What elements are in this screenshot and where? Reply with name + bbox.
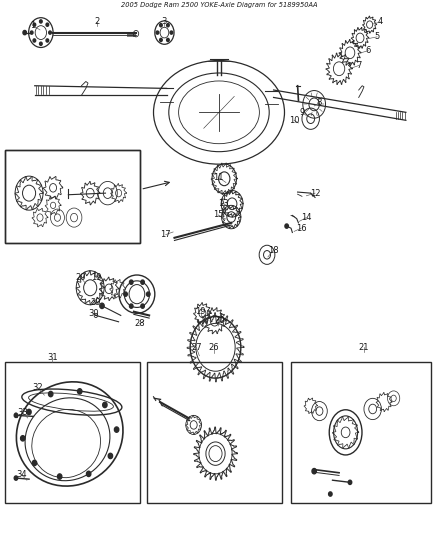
Text: 32: 32	[32, 383, 43, 392]
Text: 18: 18	[268, 246, 279, 255]
Circle shape	[14, 413, 18, 417]
Circle shape	[39, 20, 42, 23]
Text: 20: 20	[215, 316, 225, 325]
Text: 10: 10	[289, 116, 299, 125]
Text: 13: 13	[218, 199, 229, 208]
Bar	[291, 362, 431, 503]
Circle shape	[78, 389, 82, 394]
Circle shape	[108, 453, 113, 458]
Text: 2005 Dodge Ram 2500 YOKE-Axle Diagram for 5189950AA: 2005 Dodge Ram 2500 YOKE-Axle Diagram fo…	[121, 2, 317, 8]
Circle shape	[14, 476, 18, 480]
Circle shape	[49, 391, 53, 397]
Circle shape	[33, 23, 35, 26]
Bar	[5, 150, 141, 243]
Text: 29: 29	[91, 298, 101, 307]
Circle shape	[159, 38, 162, 42]
Circle shape	[114, 427, 119, 432]
Circle shape	[159, 23, 162, 27]
Circle shape	[156, 31, 159, 34]
Text: 19: 19	[91, 273, 101, 281]
Text: 17: 17	[160, 230, 171, 239]
Text: 34: 34	[16, 471, 27, 479]
Circle shape	[102, 402, 107, 408]
Text: 11: 11	[213, 173, 223, 182]
Circle shape	[46, 39, 49, 42]
Circle shape	[100, 303, 104, 309]
Circle shape	[33, 39, 35, 42]
Text: 21: 21	[359, 343, 369, 352]
Circle shape	[312, 469, 316, 474]
Text: 3: 3	[162, 18, 167, 27]
Circle shape	[32, 461, 37, 466]
Circle shape	[170, 31, 173, 34]
Bar	[5, 150, 141, 243]
Circle shape	[141, 280, 145, 284]
Circle shape	[21, 435, 25, 441]
Text: 2: 2	[94, 18, 99, 27]
Text: 20: 20	[75, 273, 85, 281]
Circle shape	[328, 492, 332, 496]
Text: 15: 15	[213, 211, 223, 220]
Circle shape	[130, 304, 133, 308]
Circle shape	[46, 23, 49, 26]
Text: 19: 19	[195, 307, 206, 316]
Circle shape	[166, 38, 169, 42]
Circle shape	[285, 224, 288, 228]
Circle shape	[124, 292, 127, 296]
Text: 16: 16	[296, 224, 307, 233]
Circle shape	[49, 31, 51, 34]
Text: 31: 31	[47, 353, 57, 362]
Text: 28: 28	[134, 319, 145, 328]
Circle shape	[86, 471, 91, 477]
Text: 8: 8	[317, 98, 322, 107]
Bar	[5, 362, 141, 503]
Circle shape	[57, 474, 62, 479]
Circle shape	[27, 409, 31, 415]
Text: 12: 12	[310, 189, 320, 198]
Circle shape	[141, 304, 145, 308]
Circle shape	[348, 480, 352, 484]
Circle shape	[23, 30, 26, 35]
Text: 27: 27	[191, 343, 201, 352]
Circle shape	[30, 31, 33, 34]
Circle shape	[166, 23, 169, 27]
Text: 1: 1	[30, 21, 35, 30]
Text: 4: 4	[378, 18, 383, 27]
Circle shape	[39, 42, 42, 45]
Text: 5: 5	[374, 33, 380, 42]
Circle shape	[130, 280, 133, 284]
Text: 6: 6	[366, 46, 371, 55]
Text: 30: 30	[88, 309, 99, 318]
Text: 7: 7	[356, 61, 361, 70]
Text: 9: 9	[299, 108, 304, 117]
Text: 26: 26	[208, 343, 219, 352]
Circle shape	[147, 292, 150, 296]
Bar	[147, 362, 283, 503]
Text: 14: 14	[301, 213, 311, 222]
Text: 33: 33	[17, 408, 28, 417]
